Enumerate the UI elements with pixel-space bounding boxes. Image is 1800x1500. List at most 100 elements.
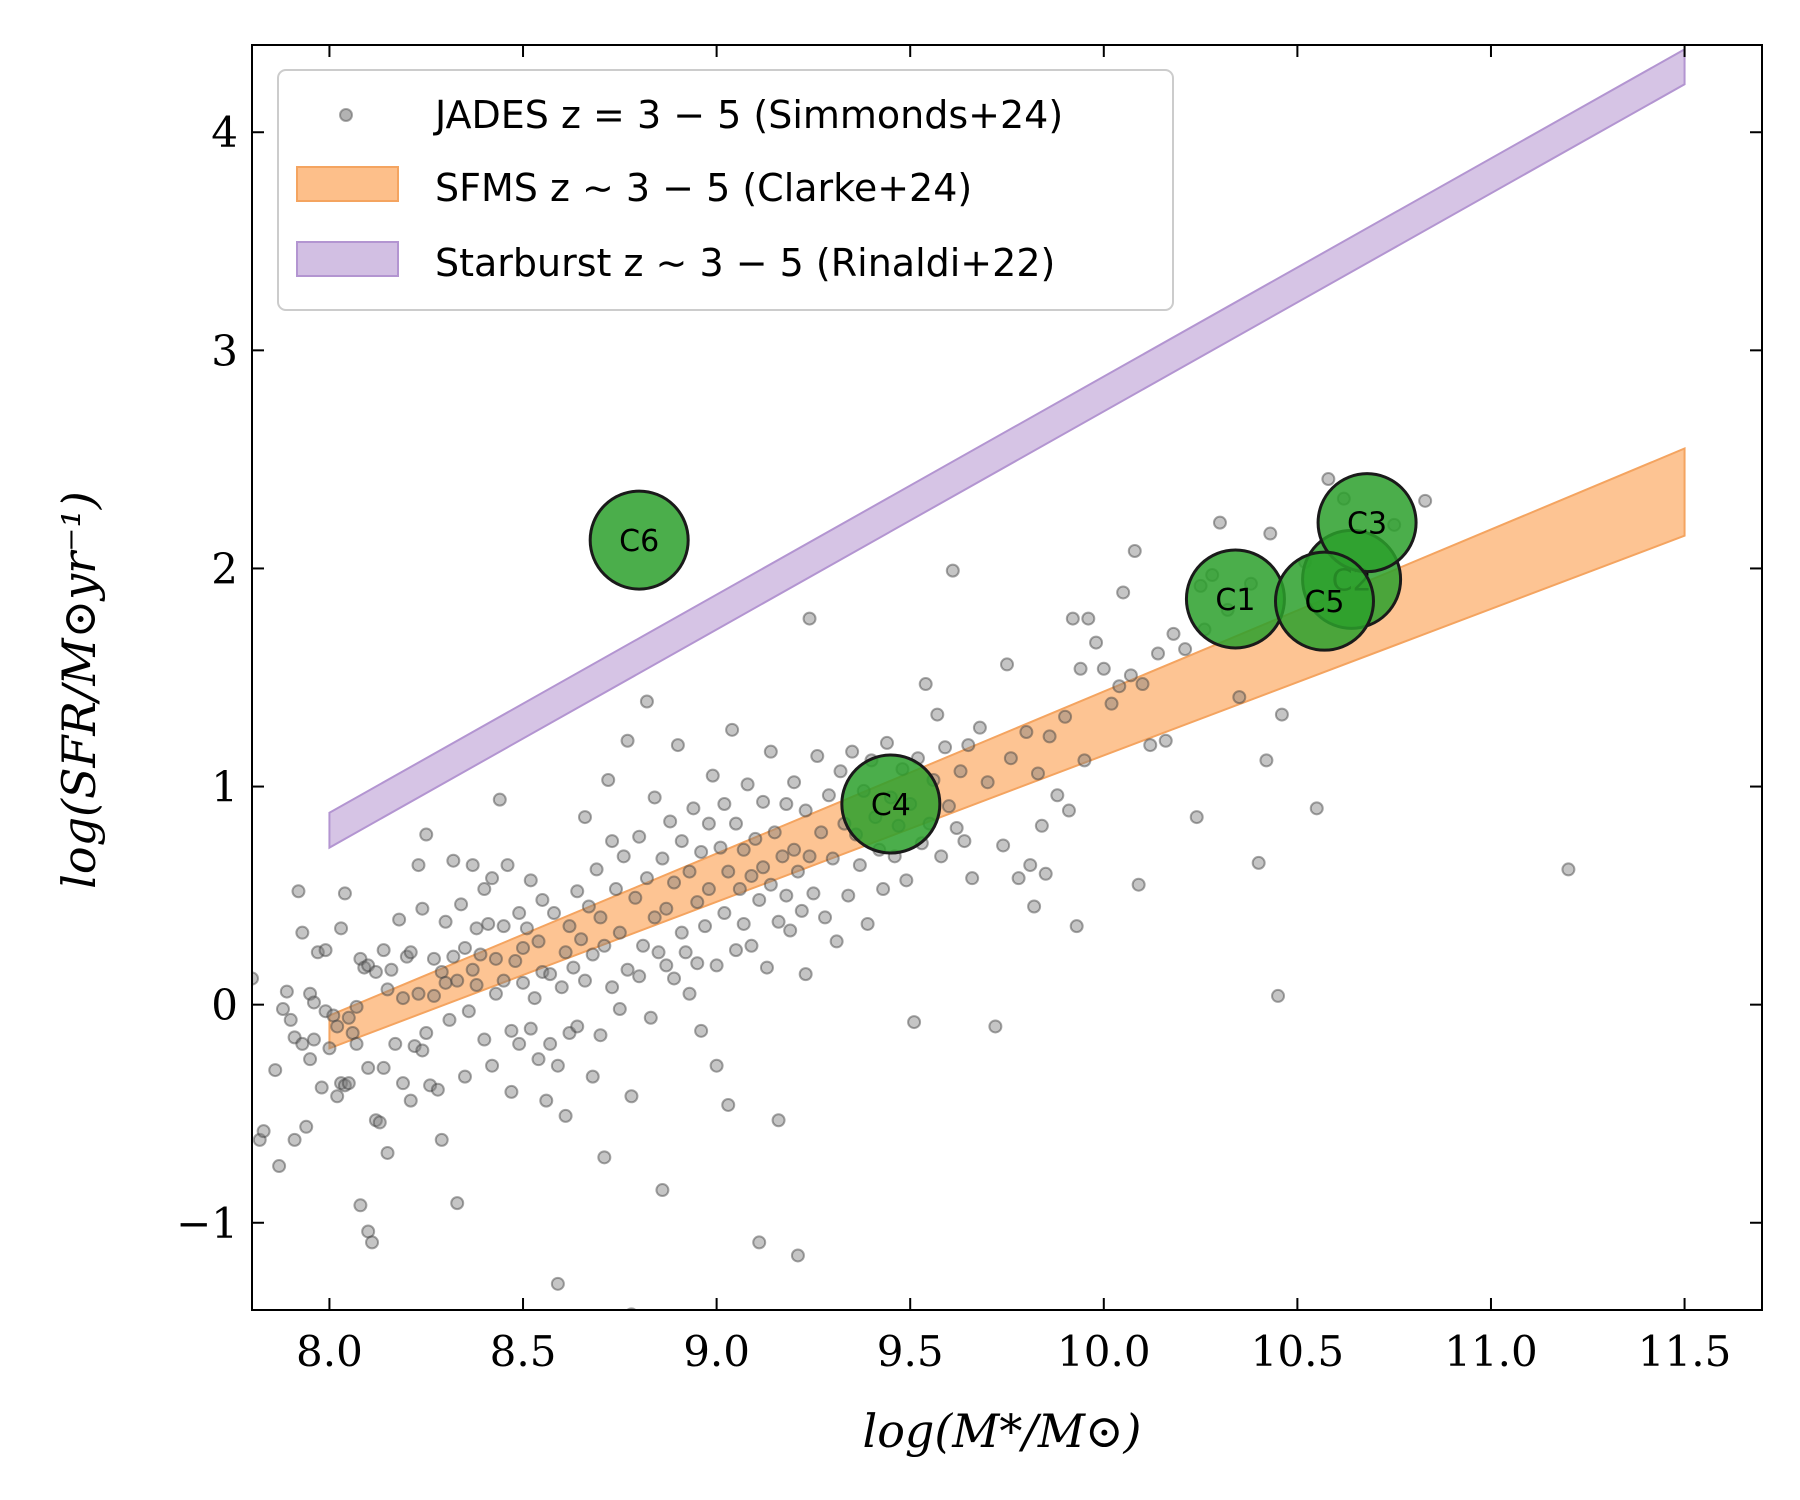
jades-point	[647, 910, 662, 925]
legend-label-jades: JADES z = 3 − 5 (Simmonds+24)	[433, 93, 1063, 137]
jades-point	[566, 960, 581, 975]
jades-point	[1561, 862, 1576, 877]
legend: JADES z = 3 − 5 (Simmonds+24) SFMS z ∼ 3…	[277, 69, 1174, 311]
jades-point	[1065, 611, 1080, 626]
jades-point	[535, 892, 550, 907]
jades-point	[798, 803, 813, 818]
jades-point	[434, 964, 449, 979]
jades-point	[481, 916, 496, 931]
jades-point	[411, 858, 426, 873]
x-axis-ticks: 8.0 8.5 9.0 9.5 10.0 10.5 11.0 11.5	[296, 45, 1731, 1376]
jades-point	[430, 1082, 445, 1097]
jades-point	[1038, 866, 1053, 881]
jades-point	[256, 1124, 271, 1139]
clump-label: C1	[1215, 583, 1255, 618]
jades-point	[1069, 919, 1084, 934]
jades-point	[852, 858, 867, 873]
jades-point	[368, 1113, 383, 1128]
jades-point	[275, 1002, 290, 1017]
jades-point	[581, 899, 596, 914]
jades-point	[450, 973, 465, 988]
jades-point	[748, 831, 763, 846]
jades-point	[1232, 690, 1247, 705]
jades-point	[461, 1004, 476, 1019]
x-tick-label: 9.0	[683, 1327, 750, 1376]
jades-point	[337, 886, 352, 901]
y-axis-label: log(SFR/M⊙yr⁻¹)	[52, 491, 106, 889]
jades-point	[388, 1036, 403, 1051]
jades-point	[334, 1076, 349, 1091]
jades-point	[252, 971, 259, 986]
jades-point	[694, 844, 709, 859]
jades-point	[519, 921, 534, 936]
jades-point	[721, 1097, 736, 1112]
jades-point	[361, 958, 376, 973]
jades-point	[941, 799, 956, 814]
jades-point	[485, 871, 500, 886]
jades-point	[477, 882, 492, 897]
jades-point	[918, 677, 933, 692]
clump-marker	[840, 753, 942, 855]
jades-point	[624, 1089, 639, 1104]
jades-point	[783, 923, 798, 938]
jades-point	[752, 1235, 767, 1250]
jades-point	[771, 1113, 786, 1128]
jades-point	[577, 973, 592, 988]
jades-point	[570, 1019, 585, 1034]
jades-point	[1003, 751, 1018, 766]
jades-point	[380, 982, 395, 997]
jades-point	[353, 1198, 368, 1213]
jades-point	[713, 840, 728, 855]
jades-points-layer	[252, 472, 1576, 1310]
jades-point	[516, 940, 531, 955]
jades-point	[341, 1010, 356, 1025]
jades-point	[279, 984, 294, 999]
jades-point	[593, 1028, 608, 1043]
jades-point	[798, 967, 813, 982]
jades-point	[318, 1004, 333, 1019]
jades-point	[605, 980, 620, 995]
jades-point	[721, 864, 736, 879]
plot-frame	[251, 44, 1763, 1311]
jades-point	[341, 1076, 356, 1091]
jades-point	[508, 954, 523, 969]
jades-point	[396, 991, 410, 1006]
jades-point	[659, 958, 674, 973]
jades-point	[930, 707, 945, 722]
x-axis-label: log(M*/M⊙)	[863, 1404, 1142, 1458]
jades-point	[841, 888, 856, 903]
jades-point	[543, 1036, 558, 1051]
jades-point	[512, 1036, 527, 1051]
jades-point	[659, 901, 674, 916]
jades-point	[790, 864, 805, 879]
jades-point	[1089, 635, 1104, 650]
jades-point	[585, 1069, 600, 1084]
jades-point	[368, 964, 383, 979]
jades-point	[690, 956, 705, 971]
jades-point	[419, 827, 434, 842]
jades-point	[295, 1036, 310, 1051]
jades-point	[694, 1023, 709, 1038]
jades-point	[531, 1052, 546, 1067]
jades-point	[690, 895, 705, 910]
jades-point	[674, 925, 689, 940]
jades-point	[1178, 642, 1193, 657]
jades-point	[550, 1058, 565, 1073]
jades-point	[1116, 585, 1131, 600]
legend-marker-sfms	[296, 166, 399, 202]
jades-point	[349, 999, 364, 1014]
jades-point	[558, 1108, 573, 1123]
jades-point	[701, 882, 716, 897]
jades-point	[632, 829, 647, 844]
jades-point	[318, 943, 333, 958]
jades-point	[655, 851, 670, 866]
jades-point	[330, 1019, 345, 1034]
x-tick-label: 11.5	[1638, 1327, 1732, 1376]
jades-point	[647, 790, 662, 805]
jades-point	[667, 971, 682, 986]
jades-point	[767, 825, 782, 840]
jades-point	[972, 720, 987, 735]
jades-point	[357, 960, 372, 975]
legend-box	[277, 69, 1174, 311]
jades-point	[879, 735, 894, 750]
